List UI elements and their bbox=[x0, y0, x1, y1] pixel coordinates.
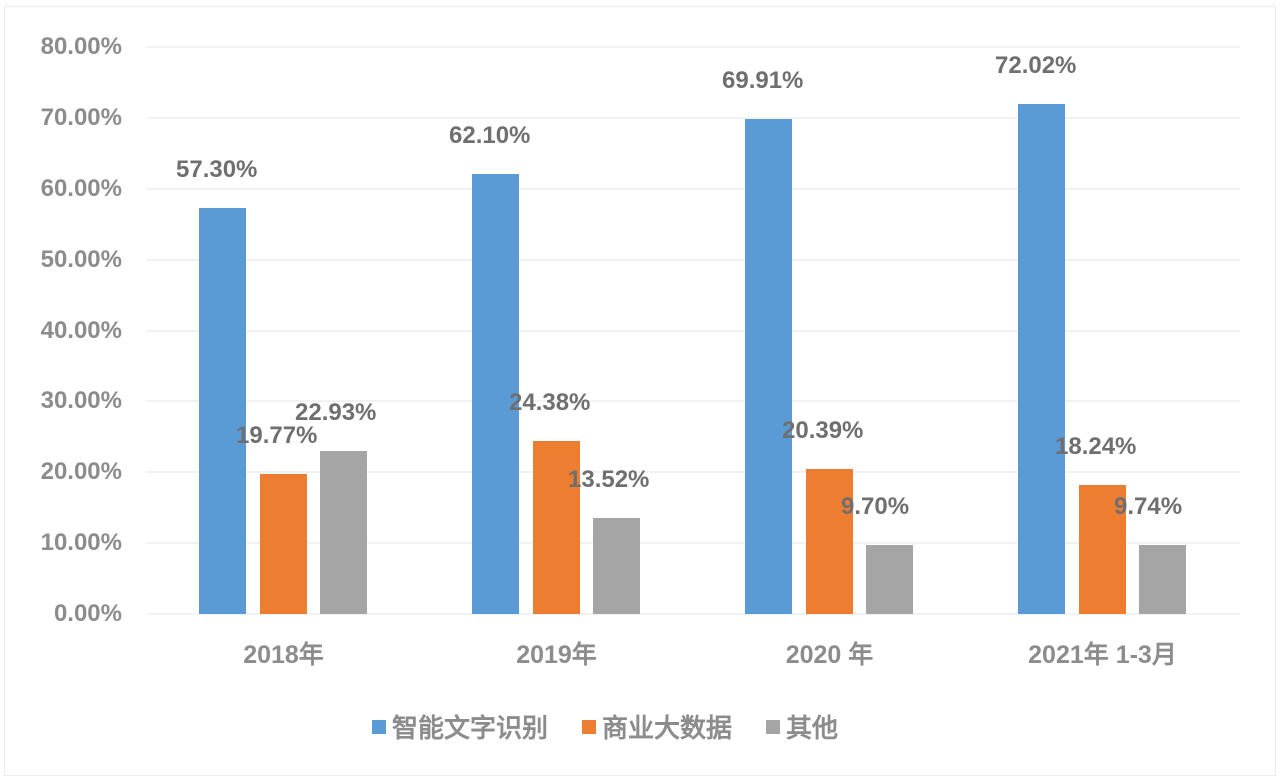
gridline bbox=[147, 187, 1240, 190]
data-label: 18.24% bbox=[1055, 432, 1137, 460]
legend-label: 其他 bbox=[786, 713, 839, 743]
gridline bbox=[147, 329, 1240, 332]
legend-label: 智能文字识别 bbox=[392, 713, 549, 743]
bar bbox=[745, 118, 792, 614]
y-tick-label: 20.00% bbox=[40, 458, 122, 486]
data-label: 72.02% bbox=[995, 51, 1077, 79]
legend-swatch-icon bbox=[766, 719, 781, 734]
bar bbox=[806, 469, 853, 614]
data-label: 22.93% bbox=[295, 399, 377, 427]
data-label: 57.30% bbox=[176, 155, 258, 183]
y-tick-label: 70.00% bbox=[40, 103, 122, 131]
legend-item: 智能文字识别 bbox=[372, 708, 548, 745]
bar bbox=[1079, 484, 1126, 614]
data-label: 69.91% bbox=[722, 66, 804, 94]
data-label: 24.38% bbox=[509, 389, 591, 417]
gridline bbox=[147, 258, 1240, 261]
gridline bbox=[147, 613, 1240, 615]
gridline bbox=[147, 116, 1240, 119]
x-tick-label: 2020 年 bbox=[785, 641, 874, 669]
legend-item: 其他 bbox=[766, 708, 838, 745]
legend-label: 商业大数据 bbox=[602, 713, 733, 743]
legend-item: 商业大数据 bbox=[582, 708, 732, 745]
data-label: 20.39% bbox=[782, 417, 864, 445]
bar bbox=[1018, 103, 1065, 614]
legend: 智能文字识别 商业大数据 其他 bbox=[372, 708, 872, 745]
bar bbox=[320, 451, 367, 614]
x-tick-label: 2018年 bbox=[243, 641, 324, 669]
gridline bbox=[147, 400, 1240, 403]
y-tick-label: 40.00% bbox=[40, 316, 122, 344]
bar bbox=[866, 545, 913, 614]
bar bbox=[533, 441, 580, 614]
y-tick-label: 10.00% bbox=[40, 529, 122, 557]
y-tick-label: 30.00% bbox=[40, 387, 122, 415]
y-tick-label: 0.00% bbox=[53, 600, 122, 627]
y-tick-label: 60.00% bbox=[40, 174, 122, 202]
bar bbox=[260, 473, 307, 614]
bar bbox=[1139, 544, 1186, 614]
bar bbox=[199, 207, 246, 614]
data-label: 62.10% bbox=[449, 121, 531, 149]
gridline bbox=[147, 471, 1240, 474]
chart-frame bbox=[4, 6, 1276, 776]
gridline bbox=[147, 46, 1240, 48]
bar bbox=[593, 518, 640, 614]
gridline bbox=[147, 542, 1240, 545]
y-tick-label: 80.00% bbox=[40, 33, 122, 60]
legend-swatch-icon bbox=[372, 719, 386, 734]
data-label: 13.52% bbox=[568, 466, 650, 494]
data-label: 9.74% bbox=[1114, 492, 1183, 520]
x-tick-label: 2021年 1-3月 bbox=[1028, 641, 1177, 669]
data-label: 9.70% bbox=[841, 493, 910, 521]
legend-swatch-icon bbox=[582, 719, 597, 734]
x-tick-label: 2019年 bbox=[516, 641, 597, 669]
y-tick-label: 50.00% bbox=[40, 245, 122, 273]
bar bbox=[472, 173, 519, 614]
data-label: 19.77% bbox=[236, 421, 318, 449]
